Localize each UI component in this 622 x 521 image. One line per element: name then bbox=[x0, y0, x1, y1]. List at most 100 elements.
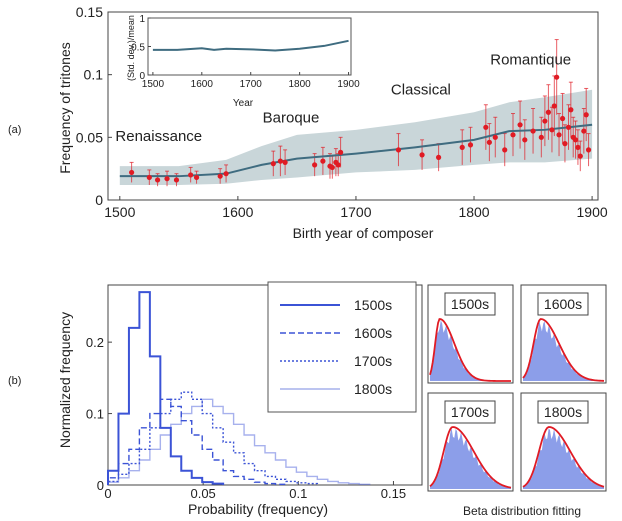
beta-fit-curve bbox=[429, 318, 512, 382]
data-point bbox=[551, 103, 557, 109]
data-point bbox=[502, 147, 508, 153]
trend-line bbox=[119, 123, 593, 178]
data-point bbox=[562, 141, 568, 147]
x-tick-label: 1700 bbox=[340, 204, 371, 220]
panel-label-a: (a) bbox=[8, 124, 21, 136]
beta-panel-1800s: 1800s bbox=[520, 392, 607, 492]
data-point bbox=[277, 158, 283, 164]
hist-x-tick-label: 0.1 bbox=[289, 486, 307, 501]
y-tick-label: 0 bbox=[95, 192, 103, 208]
data-point bbox=[492, 134, 498, 140]
inset-x-tick-label: 1700 bbox=[240, 79, 263, 90]
data-point bbox=[572, 137, 579, 143]
x-tick-label: 1600 bbox=[222, 204, 253, 220]
data-point bbox=[510, 132, 516, 138]
inset-variation-chart: 1500 1600 1700 1800 1900 0 0.5 1 Year (Std. dev… bbox=[126, 14, 360, 109]
x-tick-label: 1800 bbox=[458, 204, 489, 220]
data-point bbox=[517, 122, 523, 128]
data-point bbox=[312, 162, 318, 168]
legend-label: 1800s bbox=[354, 381, 392, 397]
inset-x-tick-label: 1800 bbox=[289, 79, 312, 90]
data-point bbox=[188, 172, 194, 178]
histogram-series-1500s bbox=[107, 291, 225, 485]
histogram-axes: 0 0.05 0.1 0.15 0 0.1 0.2 bbox=[86, 284, 423, 501]
data-point bbox=[577, 153, 583, 159]
beta-histogram-fill bbox=[430, 320, 511, 381]
beta-histogram-fill bbox=[430, 428, 511, 489]
legend-label: 1600s bbox=[354, 325, 392, 341]
inset-x-axis-label: Year bbox=[233, 98, 254, 109]
panel-label-b: (b) bbox=[8, 375, 21, 387]
data-point bbox=[193, 174, 200, 181]
data-point bbox=[538, 134, 544, 140]
data-point bbox=[530, 128, 536, 134]
inset-axes: 1500 1600 1700 1800 1900 0 0.5 1 bbox=[131, 14, 360, 90]
era-annotations: Renaissance Baroque Classical Romantique bbox=[115, 52, 571, 145]
inset-x-tick-label: 1600 bbox=[191, 79, 214, 90]
data-point bbox=[173, 177, 180, 183]
data-point bbox=[565, 124, 572, 130]
histogram-x-axis-label: Probability (frequency) bbox=[188, 501, 328, 517]
data-point bbox=[585, 147, 592, 153]
data-point bbox=[522, 137, 528, 143]
data-point bbox=[559, 115, 566, 122]
confidence-band bbox=[119, 89, 593, 185]
data-point bbox=[436, 154, 442, 160]
data-point bbox=[467, 142, 474, 148]
histogram-y-axis-label: Normalized frequency bbox=[57, 312, 73, 448]
data-point bbox=[581, 128, 587, 134]
hist-y-tick-label: 0.1 bbox=[86, 407, 104, 422]
hist-x-tick-label: 0.05 bbox=[190, 486, 215, 501]
y-tick-label: 0.15 bbox=[76, 4, 103, 20]
beta-panel-label-box bbox=[537, 400, 589, 424]
histogram-frame bbox=[107, 284, 423, 486]
inset-x-tick-label: 1500 bbox=[142, 79, 165, 90]
data-point bbox=[486, 139, 492, 145]
era-label: Romantique bbox=[490, 52, 571, 69]
data-point bbox=[419, 152, 425, 158]
data-point bbox=[459, 144, 465, 150]
beta-panel-label: 1700s bbox=[451, 404, 489, 420]
beta-fit-curve bbox=[429, 426, 512, 489]
beta-panel-label: 1800s bbox=[544, 404, 582, 420]
inset-y-tick-label: 0.5 bbox=[131, 43, 145, 54]
data-point bbox=[338, 149, 344, 155]
era-label: Renaissance bbox=[115, 128, 202, 145]
beta-fit-curve bbox=[522, 318, 605, 382]
beta-fitting-panels: 1500s 1600s 1700s 1800s Beta distribution f… bbox=[427, 284, 607, 518]
data-point bbox=[542, 118, 548, 124]
tritone-scatter-chart: 1500 1600 1700 1800 1900 0 0.05 0.1 0.15 Renaiss… bbox=[57, 4, 608, 241]
data-point bbox=[575, 144, 581, 150]
band-area bbox=[119, 89, 593, 185]
data-point bbox=[282, 159, 288, 165]
inset-y-axis-label: (Std. dev.)/mean bbox=[126, 15, 136, 81]
beta-panel-1500s: 1500s bbox=[427, 284, 514, 384]
histogram-series-1600s bbox=[107, 398, 287, 485]
data-point bbox=[146, 174, 152, 181]
data-point bbox=[568, 107, 574, 113]
data-point bbox=[483, 124, 489, 130]
data-point bbox=[395, 147, 402, 153]
beta-panel-group: 1500s 1600s 1700s 1800s bbox=[427, 284, 607, 492]
histogram-series-1800s bbox=[107, 398, 371, 485]
beta-panel-label: 1500s bbox=[451, 296, 489, 312]
data-point bbox=[545, 109, 552, 115]
legend-box bbox=[267, 281, 417, 413]
main-plot-frame bbox=[107, 11, 599, 201]
data-point bbox=[583, 112, 589, 118]
inset-y-tick-label: 1 bbox=[139, 14, 145, 25]
data-point bbox=[164, 176, 170, 182]
era-label: Baroque bbox=[263, 109, 320, 126]
main-y-axis-label: Frequency of tritones bbox=[57, 42, 73, 174]
histogram-series-1700s bbox=[107, 391, 319, 485]
beta-panel-label-box bbox=[444, 400, 496, 424]
x-tick-label: 1500 bbox=[104, 204, 135, 220]
data-point bbox=[154, 177, 161, 183]
beta-panel-1600s: 1600s bbox=[520, 284, 607, 384]
data-points bbox=[129, 74, 592, 183]
hist-x-tick-label: 0 bbox=[104, 486, 111, 501]
x-tick-label: 1900 bbox=[577, 204, 608, 220]
beta-panel-label-box bbox=[537, 292, 589, 316]
histogram-series bbox=[107, 291, 371, 485]
data-point bbox=[556, 132, 562, 138]
